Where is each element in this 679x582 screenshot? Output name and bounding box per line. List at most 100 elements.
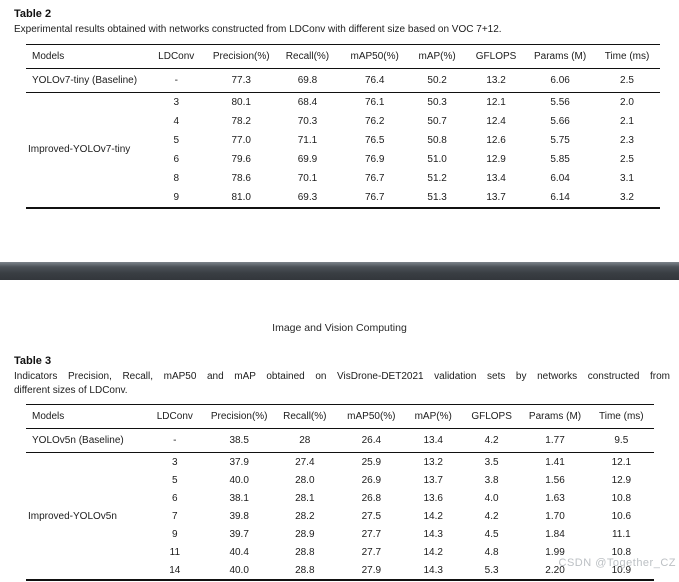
table-cell: 28.8 [295,564,315,576]
column-header-recall: Recall(%) [273,44,342,69]
table-cell: 78.6 [231,172,251,184]
table-cell: 14.2 [423,510,443,522]
table-cell: 5.85 [550,153,570,165]
column-header-map50: mAP50(%) [338,404,405,429]
table-cell: 69.3 [297,191,318,203]
table-cell: 12.1 [486,96,506,108]
table-cell: 7 [172,510,178,522]
table3-header-row: Models LDConv Precision(%) Recall(%) mAP… [26,404,654,429]
table-cell: 10.8 [611,492,632,504]
table-row: 9 39.7 28.9 27.7 14.3 4.5 1.84 11.1 [26,525,654,543]
table-cell: 69.8 [273,68,342,93]
table-cell: 27.4 [295,456,315,468]
table-cell: 4.5 [484,528,499,540]
table-cell: 50.2 [408,68,466,93]
table-cell: 38.1 [229,492,249,504]
table2-label: Table 2 [14,8,52,20]
table-row: 5 77.0 71.1 76.5 50.8 12.6 5.75 2.3 [26,131,660,150]
table-cell: 12.4 [486,115,506,127]
table2: Models LDConv Precision(%) Recall(%) mAP… [26,43,660,209]
table-cell: - [142,428,207,453]
table-cell: 2.0 [620,96,634,108]
column-header-precision: Precision(%) [208,44,274,69]
table-cell: 28.8 [295,546,315,558]
table-cell: 27.5 [361,510,382,522]
table-cell: 9 [173,191,180,203]
table-cell: 26.4 [338,428,405,453]
table-row: 4 78.2 70.3 76.2 50.7 12.4 5.66 2.1 [26,112,660,131]
table-cell: 4 [173,115,180,127]
journal-header: Image and Vision Computing [272,322,407,334]
table-cell: 13.7 [486,191,506,203]
table-cell: 81.0 [231,191,251,203]
table-cell: 13.2 [465,68,527,93]
table3-caption-line1: Indicators Precision, Recall, mAP50 and … [14,371,670,382]
model-group-cell: Improved-YOLOv7-tiny [28,144,131,155]
table-cell: 51.0 [427,153,447,165]
table-cell: 5.56 [550,96,570,108]
table-cell: 6.04 [550,172,570,184]
table-cell: 28.9 [295,528,315,540]
table-cell: 25.9 [361,456,382,468]
table-cell: 71.1 [297,134,318,146]
table-cell: 27.9 [361,564,382,576]
table2-caption: Experimental results obtained with netwo… [14,24,502,35]
table-cell: 8 [173,172,180,184]
table-cell: 5.66 [550,115,570,127]
table-cell: 79.6 [231,153,251,165]
table-cell: 39.7 [229,528,249,540]
table-cell: 14.2 [423,546,443,558]
table-cell: 10.8 [611,546,632,558]
table-cell: 77.0 [231,134,251,146]
column-header-models: Models [26,44,144,69]
column-header-map50: mAP50(%) [341,44,409,69]
table-cell: 14.3 [423,564,443,576]
table-cell: 28.1 [295,492,315,504]
table-row: Improved-YOLOv5n 3 37.9 27.4 25.9 13.2 3… [26,453,654,522]
table-cell: 69.9 [297,153,318,165]
table-cell: 76.7 [364,191,385,203]
table-cell: 13.2 [423,456,443,468]
table-cell: 70.3 [297,115,318,127]
column-header-precision: Precision(%) [206,404,272,429]
table-cell: 6.06 [526,68,595,93]
table-cell: 1.56 [545,474,565,486]
column-header-map: mAP(%) [404,404,462,429]
table-cell: 3.8 [484,474,499,486]
table-cell: 1.77 [521,428,589,453]
table3-baseline-row: YOLOv5n (Baseline) - 38.5 28 26.4 13.4 4… [26,428,654,453]
table-cell: 76.9 [364,153,385,165]
table2-header-row: Models LDConv Precision(%) Recall(%) mAP… [26,44,660,69]
table-cell: 6.14 [550,191,570,203]
table-cell: 13.6 [423,492,443,504]
table2-baseline-row: YOLOv7-tiny (Baseline) - 77.3 69.8 76.4 … [26,68,660,93]
table-cell: 5 [173,134,180,146]
table-cell: 10.6 [611,510,632,522]
table-cell: 4.2 [461,428,522,453]
table-cell: 37.9 [229,456,249,468]
column-header-params: Params (M) [521,404,589,429]
table3: Models LDConv Precision(%) Recall(%) mAP… [26,404,654,581]
table-cell: 70.1 [297,172,318,184]
table-row: Improved-YOLOv7-tiny 3 80.1 68.4 76.1 50… [26,92,660,156]
table-row: 9 81.0 69.3 76.7 51.3 13.7 6.14 3.2 [26,188,660,208]
table-cell: 5.75 [550,134,570,146]
table-cell: 1.41 [545,456,565,468]
table-cell: 28 [271,428,339,453]
column-header-models: Models [26,404,143,429]
table-cell: 13.4 [486,172,506,184]
table-cell: 14 [169,564,181,576]
table-cell: 13.4 [404,428,462,453]
table2-section: Table 2 Experimental results obtained wi… [14,8,670,209]
table-cell: 28.0 [295,474,315,486]
table-cell: 1.70 [545,510,565,522]
table-cell: 11.1 [611,528,631,540]
table-cell: 3.1 [620,172,634,184]
table-cell: 2.20 [545,564,565,576]
column-header-time: Time (ms) [594,44,660,69]
table-cell: 6 [173,153,180,165]
table-cell: 50.7 [427,115,447,127]
table-cell: 3 [172,456,178,468]
table-cell: 4.0 [484,492,499,504]
table-cell: 68.4 [297,96,318,108]
